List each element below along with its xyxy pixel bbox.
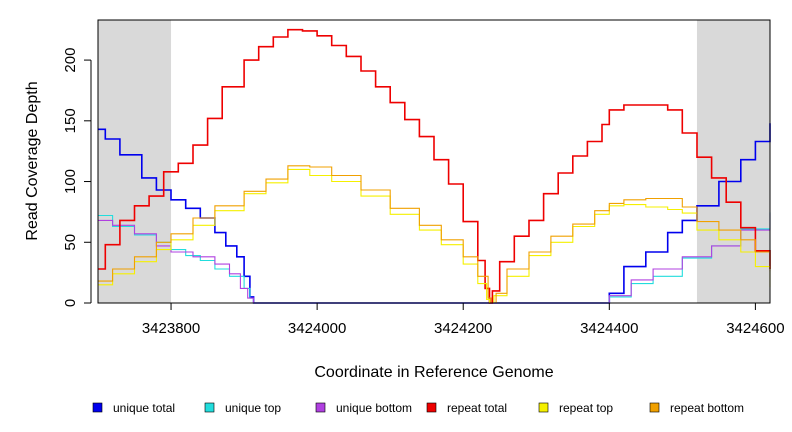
legend-label-repeat-top: repeat top bbox=[559, 401, 613, 415]
legend-swatch-unique-bottom bbox=[315, 402, 326, 413]
x-axis-title: Coordinate in Reference Genome bbox=[314, 364, 553, 381]
series-line-repeat-top bbox=[98, 168, 771, 304]
x-tick-label: 3424200 bbox=[434, 320, 492, 337]
y-tick-label: 200 bbox=[62, 48, 79, 73]
x-tick-label: 3423800 bbox=[142, 320, 200, 337]
y-tick-label: 100 bbox=[62, 169, 79, 194]
y-tick-label: 50 bbox=[62, 234, 79, 251]
legend-swatch-unique-total bbox=[92, 402, 103, 413]
series-line-repeat-bottom bbox=[98, 165, 771, 304]
series-line-unique-total bbox=[98, 123, 771, 304]
x-tick-label: 3424000 bbox=[288, 320, 346, 337]
shaded-region-1 bbox=[98, 20, 172, 303]
legend-label-unique-bottom: unique bottom bbox=[336, 401, 412, 415]
x-tick-label: 3424400 bbox=[580, 320, 638, 337]
legend-label-unique-top: unique top bbox=[225, 401, 281, 415]
series-lines bbox=[98, 28, 771, 304]
shaded-region-2 bbox=[696, 20, 770, 303]
axes: 3423800 3424000 3424200 3424400 3424600 0 50 10… bbox=[62, 48, 785, 337]
legend-swatch-repeat-top bbox=[538, 402, 549, 413]
legend-swatch-unique-top bbox=[204, 402, 215, 413]
legend: unique total unique top unique bottom repea… bbox=[92, 401, 744, 415]
legend-label-repeat-bottom: repeat bottom bbox=[670, 401, 744, 415]
legend-label-unique-total: unique total bbox=[113, 401, 175, 415]
legend-label-repeat-total: repeat total bbox=[447, 401, 507, 415]
legend-swatch-repeat-bottom bbox=[649, 402, 660, 413]
plot-frame bbox=[97, 19, 771, 304]
y-tick-label: 150 bbox=[62, 108, 79, 133]
legend-swatch-repeat-total bbox=[426, 402, 437, 413]
y-axis-title: Read Coverage Depth bbox=[24, 81, 41, 240]
x-tick-label: 3424600 bbox=[726, 320, 784, 337]
y-tick-label: 0 bbox=[62, 299, 79, 307]
shaded-regions bbox=[98, 20, 770, 303]
series-line-unique-bottom bbox=[98, 213, 771, 304]
series-line-repeat-total bbox=[98, 28, 771, 304]
